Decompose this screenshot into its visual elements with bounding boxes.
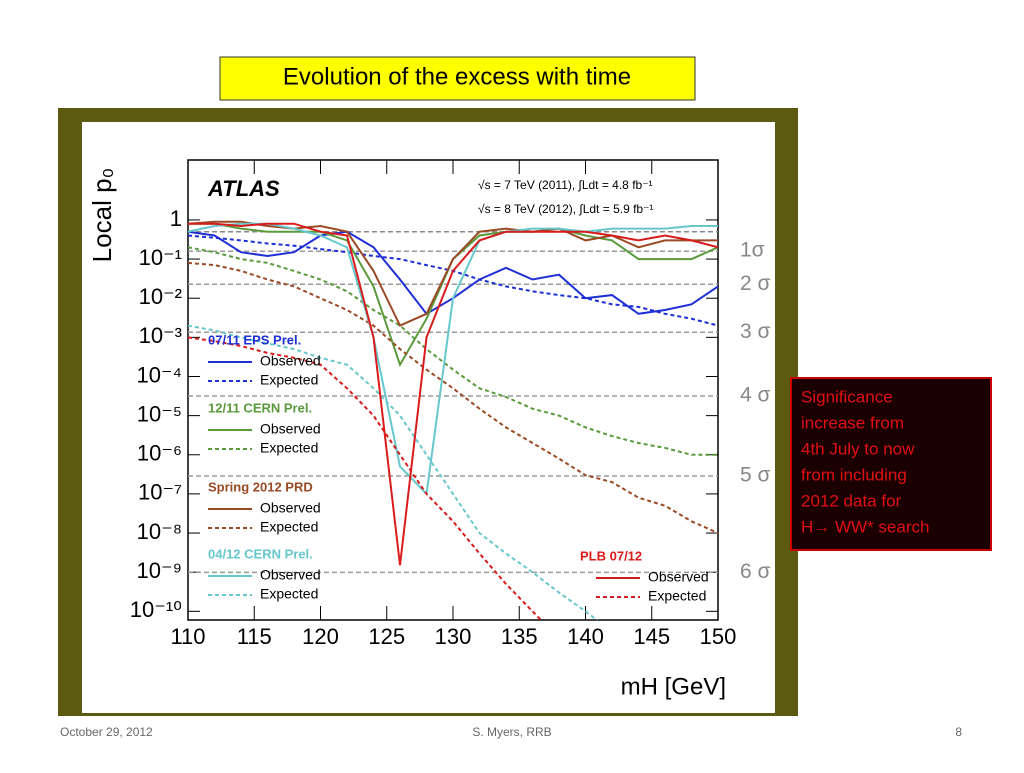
x-tick-label: 115 bbox=[237, 624, 272, 649]
chart-panel bbox=[82, 122, 775, 713]
legend-group-title: 07/11 EPS Prel. bbox=[208, 332, 301, 347]
data-line bbox=[188, 246, 718, 456]
legend-group-title: Spring 2012 PRD bbox=[208, 479, 313, 494]
sigma-label: 5 σ bbox=[740, 464, 771, 487]
annotation: √s = 7 TeV (2011), ∫Ldt = 4.8 fb⁻¹ bbox=[478, 178, 653, 192]
callout-text: H→ WW* search bbox=[801, 517, 929, 536]
legend-label: Observed bbox=[260, 500, 321, 516]
data-line bbox=[188, 324, 599, 620]
legend-label: Expected bbox=[260, 519, 318, 535]
x-tick-label: 120 bbox=[302, 624, 339, 649]
callout-text: increase from bbox=[801, 413, 904, 432]
y-tick-label: 10⁻⁷ bbox=[138, 480, 182, 505]
legend-label: Observed bbox=[648, 569, 709, 585]
legend-label: Observed bbox=[260, 421, 321, 437]
plot-area bbox=[188, 220, 718, 620]
legend-label: Observed bbox=[260, 353, 321, 369]
title-box bbox=[219, 56, 696, 101]
callout-text: 2012 data for bbox=[801, 491, 902, 510]
sigma-label: 2 σ bbox=[740, 272, 771, 295]
x-tick-label: 135 bbox=[501, 624, 538, 649]
data-line bbox=[188, 222, 718, 497]
legend-label: Expected bbox=[648, 588, 706, 604]
x-tick-label: 145 bbox=[633, 624, 670, 649]
callout-text: from including bbox=[801, 465, 907, 484]
sigma-label: 1σ bbox=[740, 239, 765, 262]
callout-text: 4th July to now bbox=[801, 439, 915, 458]
legend-group-title: 12/11 CERN Prel. bbox=[208, 400, 312, 415]
legend-label: Expected bbox=[260, 586, 318, 602]
y-tick-label: 10⁻⁶ bbox=[137, 441, 182, 466]
callout-text: Significance bbox=[801, 387, 893, 406]
footer-author: S. Myers, RRB bbox=[472, 725, 551, 739]
y-axis-label: Local p₀ bbox=[87, 168, 117, 263]
x-tick-label: 125 bbox=[368, 624, 405, 649]
legend-label: Observed bbox=[260, 567, 321, 583]
x-tick-label: 150 bbox=[700, 624, 737, 649]
legend-group-title: PLB 07/12 bbox=[580, 548, 642, 563]
annotation: ATLAS bbox=[207, 176, 280, 201]
y-tick-label: 1 bbox=[170, 206, 182, 231]
data-line bbox=[188, 261, 718, 534]
y-tick-label: 10⁻² bbox=[139, 284, 182, 309]
y-tick-label: 10⁻⁵ bbox=[137, 401, 182, 426]
footer-date: October 29, 2012 bbox=[60, 725, 153, 739]
sigma-label: 3 σ bbox=[740, 320, 771, 343]
data-line bbox=[188, 220, 718, 327]
y-tick-label: 10⁻⁴ bbox=[136, 362, 182, 387]
y-tick-label: 10⁻³ bbox=[139, 323, 182, 348]
x-tick-label: 130 bbox=[435, 624, 472, 649]
y-tick-label: 10⁻⁹ bbox=[136, 558, 182, 583]
y-tick-label: 10⁻¹ bbox=[139, 245, 182, 270]
callout-box bbox=[790, 377, 992, 551]
annotation: √s = 8 TeV (2012), ∫Ldt = 5.9 fb⁻¹ bbox=[478, 202, 653, 216]
footer-page: 8 bbox=[955, 725, 962, 739]
sigma-label: 4 σ bbox=[740, 384, 771, 407]
chart: 10⁻¹⁰ 10⁻⁹ 10⁻⁸ 10⁻⁷ 10⁻⁶ 10⁻⁵ 10⁻⁴ 10⁻³ 10⁻² 10⁻… bbox=[87, 160, 771, 700]
y-tick-label: 10⁻¹⁰ bbox=[130, 597, 182, 622]
y-tick-label: 10⁻⁸ bbox=[137, 519, 182, 544]
x-tick-label: 110 bbox=[170, 624, 205, 649]
legend-group-title: 04/12 CERN Prel. bbox=[208, 546, 313, 561]
data-line bbox=[188, 222, 718, 566]
x-tick-label: 140 bbox=[567, 624, 604, 649]
legend-label: Expected bbox=[260, 372, 318, 388]
sigma-label: 6 σ bbox=[740, 560, 771, 583]
slide-title: Evolution of the excess with time bbox=[283, 63, 631, 90]
x-axis-label: mH [GeV] bbox=[621, 673, 726, 700]
legend-label: Expected bbox=[260, 440, 318, 456]
